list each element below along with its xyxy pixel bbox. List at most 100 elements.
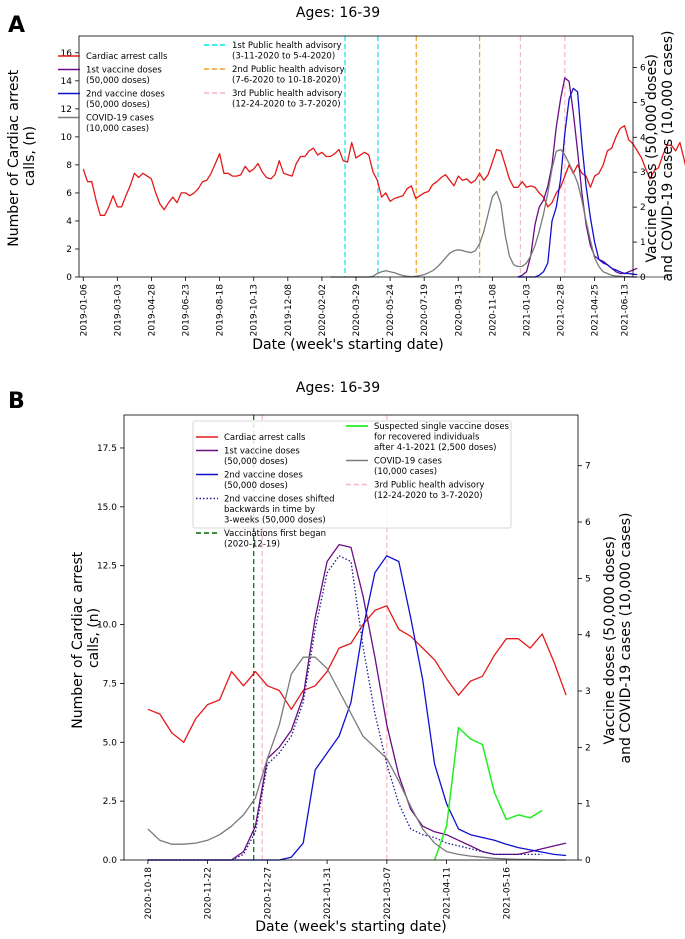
legend-label: Cardiac arrest calls — [224, 433, 306, 443]
y2-tick-label: 4 — [640, 133, 646, 143]
x-tick-label: 2019-08-18 — [216, 284, 226, 337]
y-tick-label: 2 — [66, 245, 72, 255]
series-line — [330, 148, 668, 278]
series-line — [517, 77, 638, 278]
panel-a-y-axis-label: Number of Cardiac arrest calls, (n) — [6, 65, 38, 246]
panel-a-y2-ticks: 0 1 2 3 4 5 6 — [633, 63, 646, 283]
y-tick-label: 7.5 — [103, 679, 117, 689]
series-line — [147, 555, 543, 861]
legend-box — [192, 420, 512, 529]
legend-label-line: Cardiac arrest calls — [86, 52, 168, 62]
y2-tick-label: 0 — [640, 273, 646, 283]
panel-b-y-axis-label: Number of Cardiac arrest calls, (n) — [70, 547, 102, 728]
x-tick-label: 2021-01-31 — [323, 867, 333, 919]
y-tick-label: 2.5 — [103, 797, 117, 807]
y-tick-label: 8 — [66, 161, 72, 171]
panel-a-vlines — [344, 36, 566, 277]
legend-label-line: (50,000 doses) — [86, 100, 150, 110]
legend-label: 1st Public health advisory (3-11-2020 to … — [232, 41, 342, 62]
panel-b-y2-axis-label: Vaccine doses (50,000 doses) and COVID-1… — [602, 513, 634, 764]
y-tick-label: 16 — [61, 49, 73, 59]
series-line — [517, 87, 638, 278]
panel-a-y2-axis-label: Vaccine doses (50,000 doses) and COVID-1… — [644, 31, 676, 282]
legend-label: 3rd Public health advisory (12-24-2020 to… — [232, 89, 342, 110]
y-tick-label: 4 — [66, 217, 72, 227]
y-tick-label: 0.0 — [103, 856, 118, 866]
x-tick-label: 2021-06-13 — [620, 284, 630, 336]
y2-tick-label: 5 — [585, 574, 591, 584]
panel-b-legend: Cardiac arrest calls 1st vaccine doses (50… — [192, 420, 512, 550]
legend-label-line: (12-24-2020 to 3-7-2020) — [232, 100, 341, 110]
series-line — [82, 125, 685, 216]
legend-label-line: 2nd vaccine doses — [224, 471, 303, 481]
panel-a-legend: Cardiac arrest calls 1st vaccine doses (50… — [58, 41, 345, 134]
y-tick-label: 0 — [66, 273, 72, 283]
legend-label: Cardiac arrest calls — [86, 52, 168, 62]
panel-a-title: Ages: 16-39 — [296, 5, 380, 21]
panel-a-y2-axis-label-line: Vaccine doses (50,000 doses) — [644, 54, 660, 262]
y-tick-label: 10 — [61, 133, 73, 143]
legend-label: 3rd Public health advisory (12-24-2020 to… — [374, 481, 484, 502]
y2-tick-label: 4 — [585, 631, 591, 641]
x-tick-label: 2020-12-27 — [263, 867, 273, 919]
series-line — [147, 656, 567, 861]
x-tick-label: 2020-09-13 — [454, 284, 464, 336]
x-tick-label: 2021-01-03 — [522, 284, 532, 336]
legend-label-line: Vaccinations first began — [224, 529, 326, 539]
panel-b-y2-axis-label-line: Vaccine doses (50,000 doses) — [602, 536, 618, 744]
legend-label-line: (50,000 doses) — [86, 76, 150, 86]
legend-label: Suspected single vaccine doses for recove… — [374, 422, 510, 453]
x-tick-label: 2020-02-02 — [318, 284, 328, 336]
y-tick-label: 15.0 — [97, 503, 117, 513]
legend-label: 1st vaccine doses (50,000 doses) — [224, 447, 300, 468]
x-tick-label: 2020-10-18 — [144, 867, 154, 920]
legend-label-line: 3-weeks (50,000 doses) — [224, 516, 326, 526]
legend-label-line: (10,000 cases) — [86, 124, 149, 134]
y-tick-label: 12.5 — [97, 562, 117, 572]
panel-a-letter: A — [8, 13, 25, 38]
legend-label: Vaccinations first began (2020-12-19) — [224, 529, 326, 550]
legend-label: 2nd Public health advisory (7-6-2020 to 1… — [232, 65, 345, 86]
y-tick-label: 10.0 — [97, 621, 117, 631]
y2-tick-label: 1 — [640, 238, 646, 248]
legend-label-line: (10,000 cases) — [374, 467, 437, 477]
legend-label-line: for recovered individuals — [374, 433, 480, 443]
legend-label: 2nd vaccine doses (50,000 doses) — [224, 471, 303, 492]
legend-label-line: Cardiac arrest calls — [224, 433, 306, 443]
panel-b-letter: B — [8, 389, 25, 414]
panel-b-y-ticks: 0.0 2.5 5.0 7.5 10.0 12.5 15.0 17.5 — [97, 444, 124, 866]
legend-label-line: (2020-12-19) — [224, 540, 280, 550]
legend-label-line: (50,000 doses) — [224, 457, 288, 467]
x-tick-label: 2021-03-07 — [383, 867, 393, 919]
x-tick-label: 2020-07-19 — [420, 284, 430, 337]
panel-b-y-axis-label-line: calls, (n) — [86, 608, 102, 668]
y-tick-label: 17.5 — [97, 444, 117, 454]
panel-a-y2-axis-label-line: and COVID-19 cases (10,000 cases) — [660, 31, 676, 282]
legend-label-line: 2nd Public health advisory — [232, 65, 345, 75]
legend-label: 2nd vaccine doses (50,000 doses) — [86, 90, 165, 111]
x-tick-label: 2019-06-23 — [182, 284, 192, 336]
y2-tick-label: 3 — [640, 168, 646, 178]
y-tick-label: 6 — [66, 189, 72, 199]
x-tick-label: 2019-01-06 — [79, 284, 89, 337]
x-tick-label: 2019-03-03 — [113, 284, 123, 336]
y2-tick-label: 6 — [585, 518, 591, 528]
y-tick-label: 5.0 — [103, 738, 118, 748]
panel-b-x-ticks: 2020-10-18 2020-11-22 2020-12-27 2021-01-31… — [144, 860, 512, 919]
legend-label-line: (3-11-2020 to 5-4-2020) — [232, 52, 335, 62]
panel-a-x-axis-label: Date (week's starting date) — [252, 337, 444, 353]
legend-label-line: (7-6-2020 to 10-18-2020) — [232, 76, 341, 86]
panel-b-x-axis-label: Date (week's starting date) — [255, 919, 447, 935]
legend-label-line: backwards in time by — [224, 505, 315, 515]
panel-a-series — [82, 77, 685, 278]
y2-tick-label: 1 — [585, 800, 591, 810]
x-tick-label: 2020-03-29 — [352, 284, 362, 337]
panel-b-y2-ticks: 0 1 2 3 4 5 6 7 — [578, 462, 591, 866]
y2-tick-label: 2 — [640, 203, 646, 213]
legend-label: 1st vaccine doses (50,000 doses) — [86, 66, 162, 87]
x-tick-label: 2020-05-24 — [386, 284, 396, 337]
legend-label-line: Suspected single vaccine doses — [374, 422, 510, 432]
y2-tick-label: 5 — [640, 98, 646, 108]
